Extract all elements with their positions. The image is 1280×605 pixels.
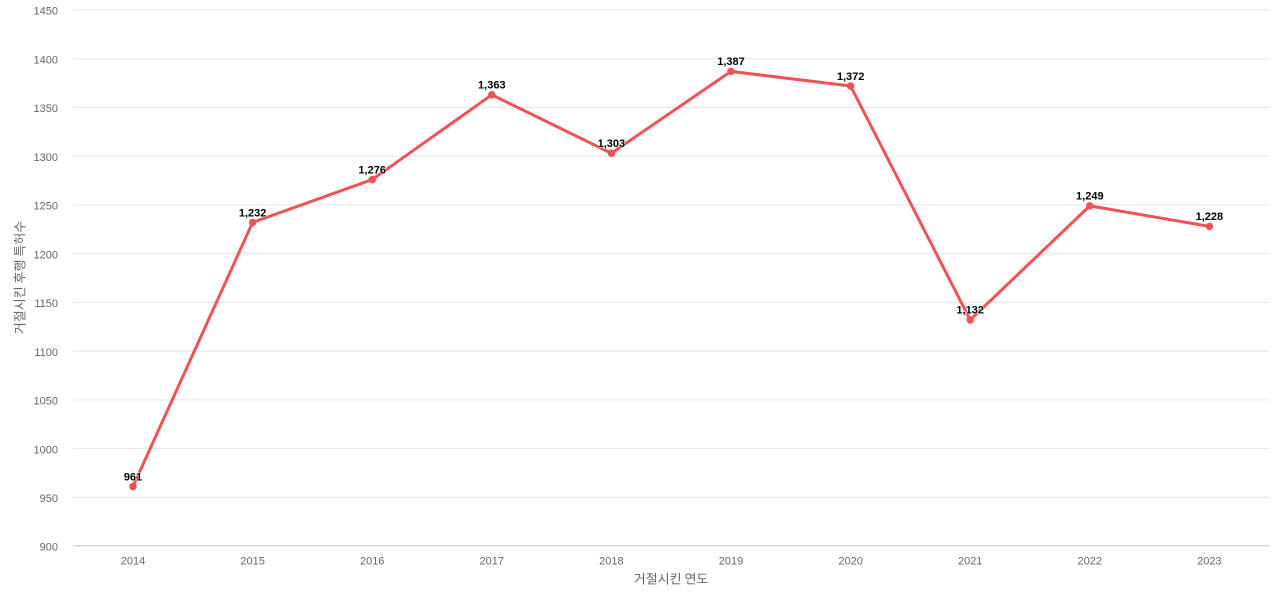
svg-text:2017: 2017 (480, 556, 504, 568)
svg-text:2015: 2015 (240, 556, 264, 568)
svg-text:1,363: 1,363 (478, 80, 506, 92)
svg-text:1350: 1350 (34, 103, 58, 115)
svg-text:1200: 1200 (34, 249, 58, 261)
svg-text:1,276: 1,276 (358, 164, 386, 176)
svg-text:900: 900 (40, 542, 58, 554)
svg-text:1250: 1250 (34, 201, 58, 213)
svg-text:1,228: 1,228 (1196, 211, 1224, 223)
svg-text:2019: 2019 (719, 556, 743, 568)
svg-text:1,232: 1,232 (239, 207, 267, 219)
svg-text:1,372: 1,372 (837, 71, 865, 83)
svg-text:1,249: 1,249 (1076, 191, 1104, 203)
svg-text:961: 961 (124, 471, 142, 483)
svg-text:950: 950 (40, 493, 58, 505)
svg-text:1150: 1150 (34, 298, 58, 310)
svg-text:1450: 1450 (34, 6, 58, 18)
svg-text:1050: 1050 (34, 396, 58, 408)
svg-text:1,303: 1,303 (598, 138, 626, 150)
svg-text:2020: 2020 (838, 556, 862, 568)
svg-text:1,387: 1,387 (717, 56, 745, 68)
svg-text:2014: 2014 (121, 556, 145, 568)
svg-text:2016: 2016 (360, 556, 384, 568)
svg-text:1,132: 1,132 (956, 305, 984, 317)
svg-text:2021: 2021 (958, 556, 982, 568)
svg-text:2018: 2018 (599, 556, 623, 568)
svg-text:2022: 2022 (1078, 556, 1102, 568)
svg-text:1100: 1100 (34, 347, 58, 359)
svg-text:1000: 1000 (34, 444, 58, 456)
svg-text:1400: 1400 (34, 54, 58, 66)
svg-text:1300: 1300 (34, 152, 58, 164)
svg-text:2023: 2023 (1197, 556, 1221, 568)
